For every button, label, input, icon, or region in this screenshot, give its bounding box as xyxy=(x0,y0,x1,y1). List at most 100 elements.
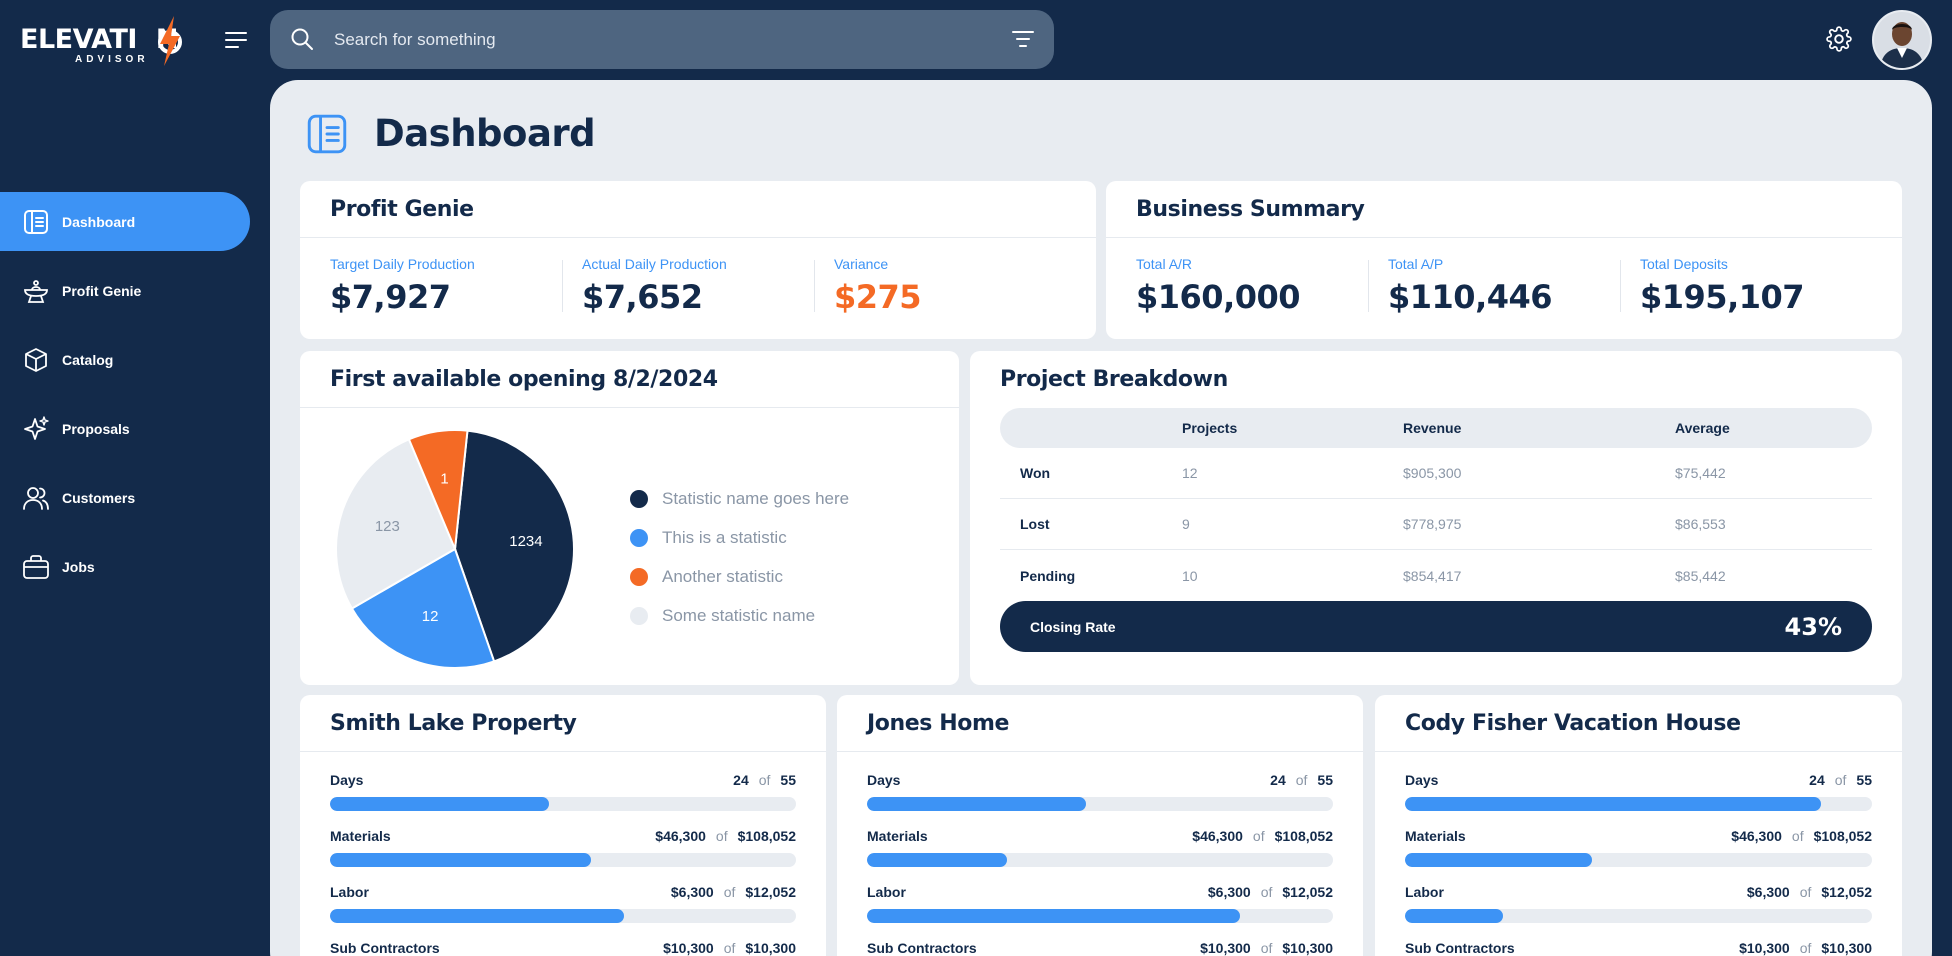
cell-projects: 12 xyxy=(1182,465,1198,481)
search-icon[interactable] xyxy=(290,27,314,51)
cell-revenue: $905,300 xyxy=(1403,465,1462,481)
metric-sub-contractors: Sub Contractors $10,300 of $10,300 xyxy=(867,937,1333,956)
progress-bar xyxy=(867,853,1333,867)
metric-name: Days xyxy=(867,772,901,788)
sidebar-item-jobs[interactable]: Jobs xyxy=(0,537,250,596)
gear-icon[interactable] xyxy=(1826,26,1852,52)
box-icon xyxy=(22,346,50,374)
sidebar-item-proposals[interactable]: Proposals xyxy=(0,399,250,458)
profit-genie-card: Profit Genie Target Daily Production $7,… xyxy=(300,181,1096,339)
brand-name-left: ELEVATI xyxy=(20,24,137,55)
metric-total: 55 xyxy=(1856,772,1872,788)
progress-fill xyxy=(330,797,550,811)
pie-chart: 1234 12 123 1 xyxy=(335,429,575,669)
table-row[interactable]: Lost 9 $778,975 $86,553 xyxy=(1000,499,1872,550)
column-header: Average xyxy=(1675,420,1730,436)
pie-slice[interactable] xyxy=(453,429,575,663)
cell-projects: 10 xyxy=(1182,567,1198,584)
metric-values: $46,300 of $108,052 xyxy=(1192,828,1333,844)
metric-values: $6,300 of $12,052 xyxy=(1208,884,1333,900)
stat-label: Actual Daily Production xyxy=(582,256,727,272)
metric-name: Materials xyxy=(1405,828,1466,844)
metric-name: Labor xyxy=(330,884,369,900)
metric-current: 24 xyxy=(1270,772,1286,788)
table-header: Projects Revenue Average xyxy=(1000,408,1872,448)
sidebar-item-catalog[interactable]: Catalog xyxy=(0,330,250,389)
metric-sub-contractors: Sub Contractors $10,300 of $10,300 xyxy=(330,937,796,956)
sidebar-item-label: Jobs xyxy=(62,558,95,575)
slice-label: 1 xyxy=(440,470,448,487)
main-panel: Dashboard Profit Genie Target Daily Prod… xyxy=(270,80,1932,956)
project-card-smith-lake[interactable]: Smith Lake Property Days 24 of 55 Materials $… xyxy=(300,695,826,956)
metric-total: $10,300 xyxy=(745,940,796,956)
filter-icon[interactable] xyxy=(1012,29,1034,49)
brand-subtitle: ADVISOR xyxy=(75,54,149,65)
progress-bar xyxy=(1405,909,1872,923)
row-name: Won xyxy=(1020,465,1051,481)
pie-slice[interactable] xyxy=(350,547,496,669)
metric-values: $6,300 of $12,052 xyxy=(671,884,796,900)
metric-values: $10,300 of $10,300 xyxy=(1739,940,1872,956)
legend-swatch xyxy=(630,489,648,508)
card-title: Jones Home xyxy=(837,695,1363,752)
project-card-jones-home[interactable]: Jones Home Days 24 of 55 Materials $46,300 of $… xyxy=(837,695,1363,956)
users-icon xyxy=(22,484,50,512)
metric-current: $46,300 xyxy=(1731,828,1782,844)
card-title: Project Breakdown xyxy=(1000,367,1228,392)
of-label: of xyxy=(1260,940,1273,956)
pie-slice[interactable] xyxy=(407,429,469,550)
legend-label: Another statistic xyxy=(662,566,783,586)
sidebar-item-profit-genie[interactable]: Profit Genie xyxy=(0,261,250,320)
progress-bar xyxy=(330,853,796,867)
metric-current: $6,300 xyxy=(1207,884,1251,900)
sidebar-item-dashboard[interactable]: Dashboard xyxy=(0,192,250,251)
table-row[interactable]: Won 12 $905,300 $75,442 xyxy=(1000,448,1872,499)
cell-average: $75,442 xyxy=(1675,465,1726,481)
metric-materials: Materials $46,300 of $108,052 xyxy=(1405,825,1872,881)
breakdown-table: Projects Revenue Average Won 12 $905,300… xyxy=(1000,408,1872,652)
legend-swatch xyxy=(630,567,648,586)
of-label: of xyxy=(1799,884,1812,900)
legend-item: This is a statistic xyxy=(630,518,849,557)
progress-fill xyxy=(1405,909,1504,923)
progress-fill xyxy=(867,853,1007,867)
cell-average: $85,442 xyxy=(1675,567,1726,584)
table-row[interactable]: Pending 10 $854,417 $85,442 xyxy=(1000,550,1872,601)
of-label: of xyxy=(1260,884,1273,900)
card-title: Smith Lake Property xyxy=(300,695,826,752)
of-label: of xyxy=(1834,772,1847,788)
stat-total-ap: Total A/P $110,446 xyxy=(1368,256,1620,316)
sidebar-item-customers[interactable]: Customers xyxy=(0,468,250,527)
of-label: of xyxy=(723,884,736,900)
metric-values: $46,300 of $108,052 xyxy=(1731,828,1872,844)
progress-bar xyxy=(330,797,796,811)
page-title: Dashboard xyxy=(374,112,596,155)
metric-total: $12,052 xyxy=(1282,884,1333,900)
of-label: of xyxy=(1295,772,1308,788)
sidebar-item-label: Proposals xyxy=(62,420,130,437)
hamburger-icon[interactable] xyxy=(224,28,248,52)
progress-bar xyxy=(867,797,1333,811)
progress-fill xyxy=(867,797,1087,811)
metric-name: Labor xyxy=(1405,884,1444,900)
legend-item: Statistic name goes here xyxy=(630,479,849,518)
closing-rate-label: Closing Rate xyxy=(1030,618,1116,635)
brand-logo[interactable]: ELEVATIN ADVISOR xyxy=(20,14,206,66)
pie-slice[interactable] xyxy=(335,437,457,610)
metric-total: $10,300 xyxy=(1282,940,1333,956)
stat-value: $7,652 xyxy=(582,278,703,316)
slice-label: 12 xyxy=(422,608,439,625)
metric-values: 24 of 55 xyxy=(1809,772,1872,788)
metric-current: $6,300 xyxy=(670,884,714,900)
stat-value: $110,446 xyxy=(1388,278,1553,316)
stat-value: $195,107 xyxy=(1640,278,1805,316)
user-avatar[interactable] xyxy=(1872,10,1932,70)
legend-label: This is a statistic xyxy=(662,527,787,547)
metric-days: Days 24 of 55 xyxy=(1405,769,1872,825)
of-label: of xyxy=(1799,940,1812,956)
search-input[interactable] xyxy=(334,10,974,69)
stat-total-deposits: Total Deposits $195,107 xyxy=(1620,256,1872,316)
project-card-cody-fisher[interactable]: Cody Fisher Vacation House Days 24 of 55 Mat… xyxy=(1375,695,1902,956)
metric-current: $10,300 xyxy=(1739,940,1790,956)
metric-name: Materials xyxy=(330,828,391,844)
